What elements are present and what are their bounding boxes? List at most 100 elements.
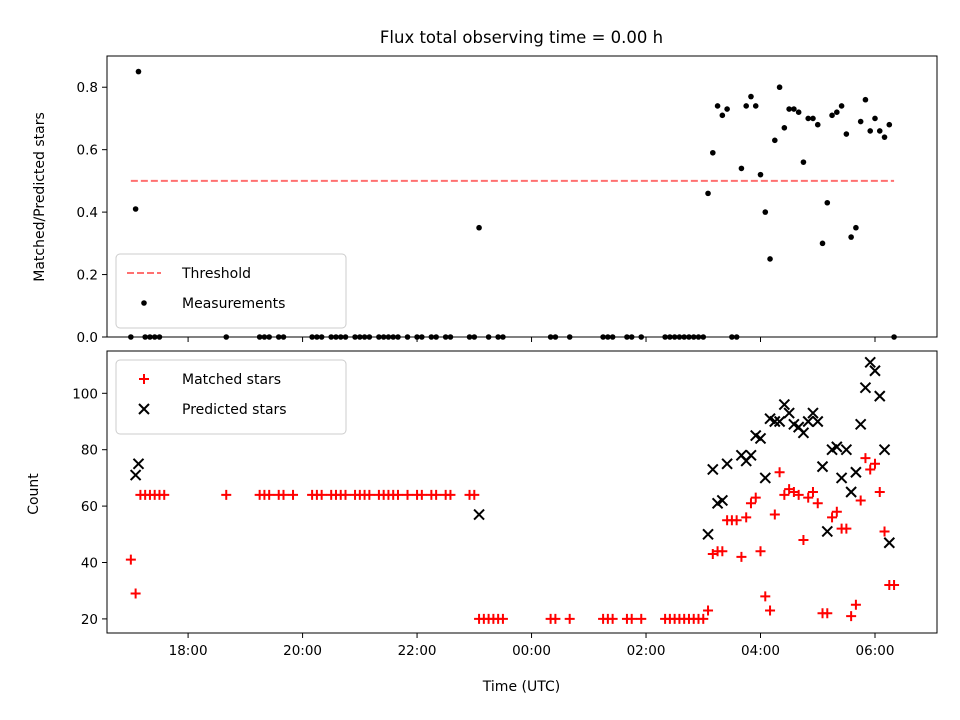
measurement-point [824, 199, 831, 206]
matched-point [745, 498, 756, 509]
matched-point [846, 611, 857, 622]
matched-point [340, 489, 351, 500]
measurement-point [743, 103, 749, 109]
matched-point [278, 489, 289, 500]
matched-point [769, 509, 780, 520]
matched-point [316, 489, 327, 500]
matched-point [779, 489, 790, 500]
matched-point [264, 489, 275, 500]
y-tick-label: 0.2 [77, 268, 98, 284]
predicted-point [840, 443, 853, 456]
plot-frame [106, 55, 938, 338]
matched-point [860, 453, 871, 464]
measurement-point [724, 106, 730, 112]
measurement-point [872, 115, 878, 122]
measurement-point [829, 112, 835, 119]
y-tick-label: 80 [81, 443, 98, 459]
matched-point [550, 613, 561, 624]
predicted-point [835, 472, 848, 484]
predicted-point [802, 415, 814, 428]
matched-point [364, 489, 375, 500]
predicted-point [807, 407, 819, 419]
matched-point [130, 588, 141, 599]
predicted-point [869, 365, 881, 377]
measurement-point [881, 134, 888, 140]
measurement-point [857, 118, 864, 125]
measurement-point [762, 209, 769, 215]
matched-point [812, 498, 823, 509]
predicted-point [783, 407, 795, 419]
measurement-point [705, 190, 711, 197]
matched-point [889, 580, 900, 591]
predicted-point [845, 486, 857, 498]
measurement-point [132, 206, 139, 212]
matched-point [431, 489, 442, 500]
x-tick-label: 18:00 [169, 643, 208, 659]
matched-point [736, 551, 747, 562]
predicted-point [797, 427, 810, 439]
matched-point [879, 526, 890, 537]
x-tick-label: 06:00 [856, 643, 895, 659]
x-tick-label: 04:00 [741, 643, 780, 659]
measurement-point [876, 128, 883, 134]
measurement-point [795, 109, 802, 115]
measurement-point [805, 115, 812, 122]
predicted-point [878, 443, 891, 456]
measurement-point [843, 131, 850, 137]
matched-point [755, 546, 766, 557]
matched-point [855, 495, 866, 506]
legend-label: Matched stars [182, 372, 281, 388]
legend-box [115, 359, 347, 435]
x-axis-label: Time (UTC) [482, 679, 560, 695]
predicted-point [129, 469, 142, 481]
measurement-point [853, 224, 859, 231]
measurement-point [810, 115, 816, 122]
matched-point [774, 467, 785, 478]
matched-point [392, 489, 403, 500]
legend-measurement-swatch [141, 300, 147, 306]
matched-point [865, 464, 876, 475]
matched-point [698, 613, 709, 624]
predicted-point [874, 390, 886, 402]
measurement-point [834, 109, 840, 115]
matched-point [497, 613, 508, 624]
measurement-point [814, 121, 821, 128]
x-tick-label: 20:00 [283, 643, 322, 659]
x-tick-label: 22:00 [398, 643, 437, 659]
measurement-point [476, 224, 482, 231]
y-tick-label: 0.4 [77, 205, 98, 221]
measurement-point [838, 103, 845, 109]
measurement-point [738, 165, 745, 172]
matched-point [221, 489, 232, 500]
y-tick-label: 100 [72, 386, 98, 402]
y-tick-label: 0.8 [77, 80, 98, 96]
matched-point [626, 613, 637, 624]
predicted-point [859, 381, 872, 394]
legend: Matched stars Predicted stars [115, 359, 347, 435]
predicted-point [854, 418, 867, 431]
measurement-point [781, 125, 788, 131]
measurement-point [135, 68, 142, 75]
matched-point [607, 613, 618, 624]
measurement-point [714, 103, 721, 109]
matched-point [841, 523, 852, 534]
predicted-point [721, 458, 733, 470]
matched-point [760, 591, 771, 602]
measurement-point [886, 121, 893, 128]
measurement-point [867, 128, 874, 134]
measurement-point [752, 103, 759, 109]
matched-point [765, 605, 776, 616]
predicted-point [702, 528, 714, 541]
predicted-point [850, 466, 862, 478]
measurement-point [800, 159, 807, 165]
matched-point [445, 489, 456, 500]
measurement-point [791, 106, 797, 112]
matched-point [125, 554, 136, 565]
x-tick-label: 00:00 [512, 643, 551, 659]
chart-title: Flux total observing time = 0.00 h [380, 28, 663, 47]
legend-label: Predicted stars [182, 402, 287, 418]
legend-matched-swatch [139, 374, 149, 384]
top-y-axis-label: Matched/Predicted stars [32, 112, 48, 282]
predicted-point [473, 508, 485, 521]
